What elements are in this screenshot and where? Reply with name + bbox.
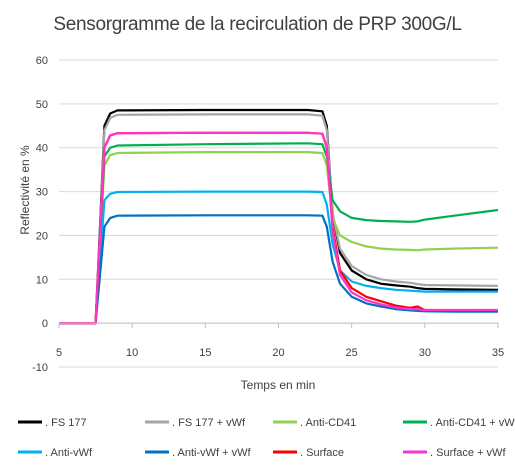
gridlines [59, 59, 498, 368]
legend-item: . Surface [273, 447, 344, 459]
series-line-4 [59, 190, 498, 325]
y-axis-title: Reflectivité en % [18, 145, 32, 235]
series-line-2 [59, 151, 499, 325]
legend-item: . Anti-vWf + vWf [145, 447, 251, 459]
x-tick-label: 25 [346, 347, 358, 359]
chart-title: Sensorgramme de la recirculation de PRP … [53, 14, 462, 35]
y-tick-label: 60 [36, 55, 48, 67]
legend-label: . FS 177 [45, 417, 87, 429]
x-tick-label: 10 [126, 347, 138, 359]
legend-label: . Anti-vWf + vWf [172, 447, 251, 459]
legend-item: . Surface + vWf [403, 447, 506, 459]
series-line-7 [59, 131, 498, 325]
y-tick-label: 10 [36, 274, 48, 286]
series-line-5 [59, 214, 498, 325]
series-line-6 [59, 131, 499, 325]
legend-label: . Anti-CD41 [300, 417, 356, 429]
legend-item: . FS 177 + vWf [145, 417, 246, 429]
y-tick-label: -10 [32, 362, 48, 374]
legend-item: . Anti-vWf [18, 447, 93, 459]
x-axis-title: Temps en min [241, 378, 316, 392]
series-line-3 [59, 142, 499, 325]
y-tick-label: 30 [36, 187, 48, 199]
x-tick-label: 5 [56, 347, 62, 359]
x-tick-label: 20 [272, 347, 284, 359]
y-tick-label: 50 [36, 99, 48, 111]
legend-item: . Anti-CD41 [273, 417, 356, 429]
x-tick-label: 15 [199, 347, 211, 359]
legend-label: . Anti-CD41 + vWf [430, 417, 515, 429]
axes: -10 0 10 20 30 40 50 60 5 10 15 20 25 30 35 [32, 55, 504, 374]
series-lines [59, 108, 499, 325]
x-tick-label: 35 [492, 347, 504, 359]
legend-item: . FS 177 [18, 417, 87, 429]
legend-label: . FS 177 + vWf [172, 417, 246, 429]
y-tick-label: 0 [42, 318, 48, 330]
y-tick-label: 20 [36, 230, 48, 242]
legend-item: . Anti-CD41 + vWf [403, 417, 515, 429]
legend-label: . Surface [300, 447, 344, 459]
legend: . FS 177 . FS 177 + vWf . Anti-CD41 . Anti-… [18, 417, 515, 459]
legend-label: . Surface + vWf [430, 447, 506, 459]
legend-label: . Anti-vWf [45, 447, 93, 459]
y-tick-label: 40 [36, 143, 48, 155]
x-tick-label: 30 [419, 347, 431, 359]
